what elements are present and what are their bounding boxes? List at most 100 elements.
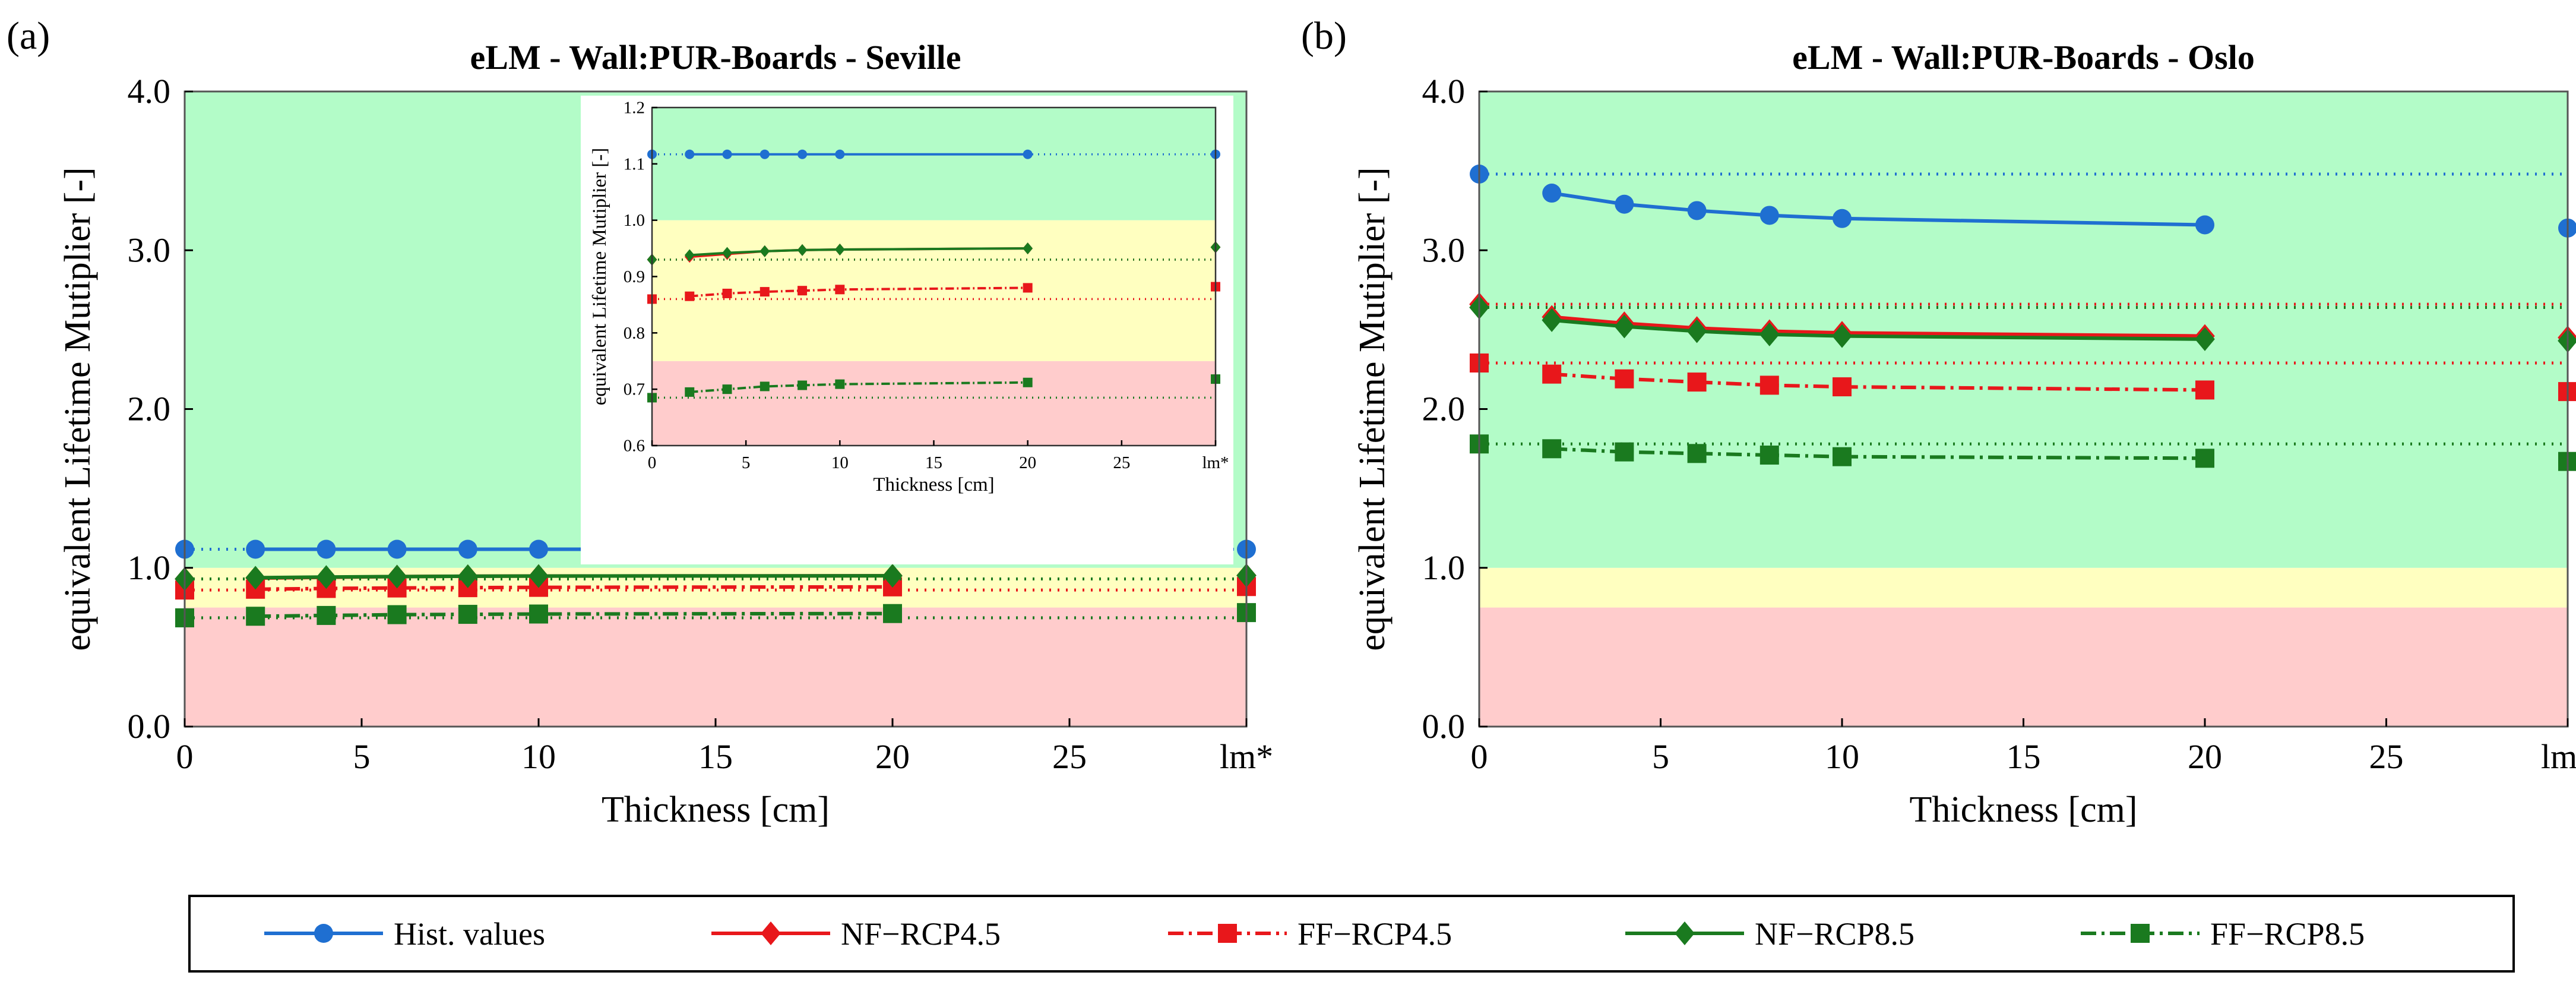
band-1 bbox=[652, 220, 1216, 361]
y-axis-title: equivalent Lifetime Mutiplier [-] bbox=[58, 167, 98, 651]
legend-label: NF−RCP8.5 bbox=[1755, 916, 1914, 952]
point bbox=[387, 605, 407, 624]
point bbox=[1023, 149, 1033, 159]
y-tick-label: 1.0 bbox=[1422, 548, 1466, 587]
point bbox=[1615, 369, 1634, 389]
x-tick-label: 5 bbox=[353, 737, 371, 776]
point bbox=[759, 287, 770, 297]
y-tick-label: 0.9 bbox=[624, 267, 645, 286]
series-line bbox=[255, 574, 893, 580]
point bbox=[529, 564, 549, 588]
point bbox=[1686, 319, 1707, 343]
point bbox=[1833, 377, 1852, 397]
x-axis-title: Thickness [cm] bbox=[1910, 790, 2138, 830]
point bbox=[798, 286, 808, 296]
legend-label: FF−RCP4.5 bbox=[1298, 916, 1452, 952]
x-tick-label: 5 bbox=[1652, 737, 1669, 776]
series-ff85 bbox=[647, 374, 1220, 403]
point bbox=[1615, 194, 1634, 214]
y-tick-label: 2.0 bbox=[1422, 390, 1466, 428]
panel-label: (b) bbox=[1301, 14, 1347, 58]
series-line bbox=[689, 286, 1028, 298]
point bbox=[798, 380, 808, 390]
series-line bbox=[689, 247, 1028, 257]
x-tick-label: 10 bbox=[521, 737, 556, 776]
y-tick-label: 0.7 bbox=[624, 380, 645, 399]
series-hist bbox=[647, 149, 1220, 159]
x-tick-label: 0 bbox=[648, 453, 657, 472]
x-axis-title: Thickness [cm] bbox=[602, 790, 830, 830]
chart-title: eLM - Wall:PUR-Boards - Oslo bbox=[1792, 38, 2255, 77]
point bbox=[759, 149, 770, 159]
point bbox=[835, 149, 845, 159]
point bbox=[1542, 439, 1562, 459]
y-tick-label: 1.1 bbox=[624, 154, 645, 173]
x-tick-label: 25 bbox=[2369, 737, 2404, 776]
point bbox=[2195, 449, 2214, 468]
y-tick-label: 1.0 bbox=[128, 548, 171, 587]
x-tick-label: 20 bbox=[875, 737, 910, 776]
y-tick-label: 1.2 bbox=[624, 99, 645, 118]
point bbox=[1542, 184, 1562, 203]
point bbox=[317, 539, 336, 559]
series-line bbox=[1551, 318, 2205, 341]
point bbox=[684, 249, 695, 261]
legend-swatch-marker bbox=[1218, 924, 1237, 943]
legend-label: FF−RCP8.5 bbox=[2210, 916, 2365, 952]
point bbox=[1023, 377, 1033, 387]
point bbox=[883, 604, 902, 623]
x-tick-label: 0 bbox=[1471, 737, 1488, 776]
y-tick-label: 0.8 bbox=[624, 324, 645, 343]
series-line bbox=[1551, 315, 2205, 338]
y-tick-label: 4.0 bbox=[128, 72, 171, 111]
point bbox=[529, 539, 548, 559]
point bbox=[246, 539, 265, 559]
point bbox=[2195, 215, 2214, 235]
x-tick-label: 5 bbox=[742, 453, 751, 472]
point bbox=[1687, 373, 1707, 392]
point bbox=[458, 605, 477, 624]
legend-label: NF−RCP4.5 bbox=[841, 916, 1001, 952]
x-axis-title: Thickness [cm] bbox=[873, 474, 994, 495]
y-axis-title: equivalent Lifetime Mutiplier [-] bbox=[1352, 167, 1393, 651]
point bbox=[759, 245, 770, 257]
y-tick-label: 0.0 bbox=[128, 707, 171, 746]
y-tick-label: 0.6 bbox=[624, 437, 645, 456]
x-tick-label: lm* bbox=[1220, 737, 1273, 776]
legend-item-nf85: NF−RCP8.5 bbox=[1625, 916, 1914, 952]
point bbox=[1614, 314, 1635, 339]
legend-label: Hist. values bbox=[394, 916, 545, 952]
band-0 bbox=[1479, 607, 2568, 727]
series-nf85 bbox=[175, 563, 1257, 591]
legend-item-ff85: FF−RCP8.5 bbox=[2081, 916, 2365, 952]
point bbox=[1023, 242, 1033, 255]
panel-label: (a) bbox=[7, 14, 50, 58]
x-tick-label: lm* bbox=[2541, 737, 2576, 776]
x-tick-label: 15 bbox=[2007, 737, 2041, 776]
series-line bbox=[255, 611, 893, 618]
series-line bbox=[1552, 372, 2205, 392]
point bbox=[387, 539, 407, 559]
legend-box bbox=[188, 895, 2515, 973]
legend-swatch-marker bbox=[1675, 921, 1695, 945]
panel-b-oslo: (b) eLM - Wall:PUR-Boards - Oslo 0 5 10 15 20 2… bbox=[1301, 14, 2576, 830]
point bbox=[685, 149, 695, 159]
x-tick-label: 20 bbox=[2188, 737, 2222, 776]
y-tick-label: 4.0 bbox=[1422, 72, 1466, 111]
point bbox=[834, 243, 845, 255]
band-1 bbox=[1479, 567, 2568, 608]
x-tick-label: 10 bbox=[1825, 737, 1859, 776]
legend-swatch-marker bbox=[314, 924, 333, 943]
y-axis-title: equivalent Lifetime Mutiplier [-] bbox=[589, 148, 610, 405]
legend-item-ff45: FF−RCP4.5 bbox=[1168, 916, 1452, 952]
x-tick-label: 25 bbox=[1113, 453, 1130, 472]
point bbox=[1687, 444, 1707, 463]
legend-item-nf45: NF−RCP4.5 bbox=[711, 916, 1001, 952]
legend: Hist. values NF−RCP4.5 FF−RCP4.5 NF−RCP8.5 F… bbox=[188, 895, 2515, 973]
point bbox=[1759, 206, 1779, 225]
legend-item-hist: Hist. values bbox=[264, 916, 545, 952]
panel-a-seville: (a) eLM - Wall:PUR-Boards - Seville 0 5 10 15… bbox=[7, 14, 1273, 830]
y-tick-label: 2.0 bbox=[128, 390, 171, 428]
series-line bbox=[1552, 447, 2205, 460]
point bbox=[722, 149, 732, 159]
